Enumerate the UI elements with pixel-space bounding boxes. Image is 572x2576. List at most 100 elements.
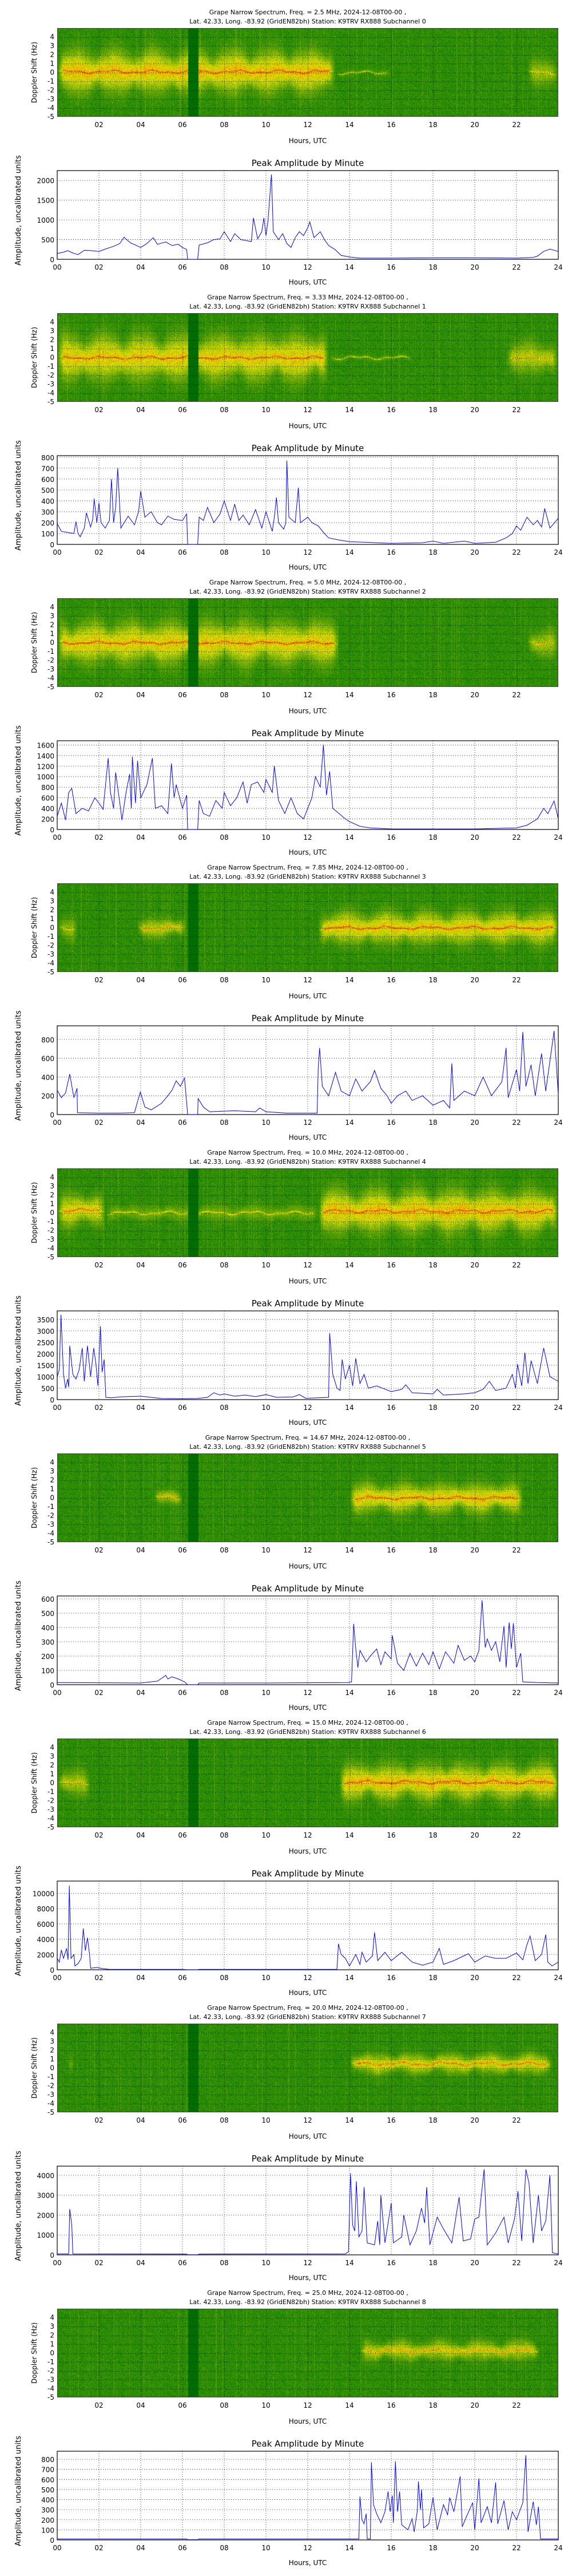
x-tick-label: 00 [53, 548, 61, 556]
y-tick-label: -1 [47, 1788, 54, 1796]
y-tick-label: 500 [41, 1610, 54, 1618]
amplitude-series-line [57, 1600, 559, 1685]
y-tick-label: -3 [47, 2091, 54, 2099]
y-tick-label: -4 [47, 1244, 54, 1253]
x-tick-label: 24 [554, 263, 562, 271]
spectrogram-title-line2: Lat. 42.33, Long. -83.92 (GridEN82bh) St… [189, 1728, 426, 1736]
y-tick-label: 3 [50, 2037, 54, 2045]
y-axis-label: Doppler Shift (Hz) [30, 612, 38, 673]
y-tick-label: -4 [47, 674, 54, 682]
x-tick-label: 16 [387, 976, 395, 984]
y-tick-label: -4 [47, 389, 54, 397]
y-tick-label: 0 [50, 1396, 54, 1404]
y-tick-label: -1 [47, 1218, 54, 1226]
x-tick-label: 02 [94, 833, 103, 841]
x-tick-label: 00 [53, 2259, 61, 2267]
panel-axes: Grape Narrow Spectrum, Freq. = 10.0 MHz,… [14, 1149, 563, 1427]
x-tick-label: 08 [220, 1831, 228, 1839]
x-tick-label: 02 [94, 691, 103, 699]
x-tick-label: 08 [220, 1546, 228, 1554]
x-axis-label: Hours, UTC [289, 422, 327, 430]
x-tick-label: 10 [261, 548, 270, 556]
x-tick-label: 02 [94, 2401, 103, 2409]
y-tick-label: 2 [50, 2332, 54, 2340]
x-tick-label: 12 [303, 1831, 312, 1839]
x-tick-label: 02 [94, 1831, 103, 1839]
y-tick-label: 1600 [37, 741, 54, 749]
x-tick-label: 08 [220, 1119, 228, 1127]
y-tick-label: 2000 [37, 177, 54, 185]
panel-axes: Grape Narrow Spectrum, Freq. = 14.67 MHz… [14, 1434, 563, 1712]
y-tick-label: 0 [50, 639, 54, 647]
spectrogram-title-line1: Grape Narrow Spectrum, Freq. = 5.0 MHz, … [209, 579, 407, 586]
amplitude-chart-title: Peak Amplitude by Minute [252, 1583, 364, 1594]
y-axis-label: Amplitude, uncalibrated units [14, 2151, 23, 2261]
y-tick-label: 2 [50, 1761, 54, 1769]
x-tick-label: 10 [261, 1689, 270, 1697]
x-tick-label: 12 [303, 548, 312, 556]
x-tick-label: 00 [53, 1689, 61, 1697]
spectrogram-title-line1: Grape Narrow Spectrum, Freq. = 7.85 MHz,… [207, 864, 408, 871]
x-tick-label: 18 [428, 121, 437, 129]
x-tick-label: 18 [428, 263, 437, 271]
x-tick-label: 20 [470, 406, 479, 414]
x-tick-label: 20 [470, 263, 479, 271]
x-tick-label: 20 [470, 691, 479, 699]
y-tick-label: -3 [47, 380, 54, 388]
panel-subchannel-2: Grape Narrow Spectrum, Freq. = 5.0 MHz, … [0, 570, 572, 856]
amplitude-chart-title: Peak Amplitude by Minute [252, 2439, 364, 2449]
y-tick-label: 4000 [37, 2172, 54, 2180]
y-tick-label: 0 [50, 1494, 54, 1502]
x-tick-label: 24 [554, 2259, 562, 2267]
spectrogram-title-line1: Grape Narrow Spectrum, Freq. = 20.0 MHz,… [207, 2004, 408, 2012]
spectrogram-title-line1: Grape Narrow Spectrum, Freq. = 2.5 MHz, … [209, 9, 407, 16]
x-tick-label: 20 [470, 1404, 479, 1412]
x-tick-label: 14 [345, 1689, 353, 1697]
y-tick-label: 3 [50, 897, 54, 905]
x-tick-label: 02 [94, 2259, 103, 2267]
x-tick-label: 16 [387, 1546, 395, 1554]
y-tick-label: 0 [50, 1966, 54, 1974]
y-tick-label: 2000 [37, 2211, 54, 2219]
x-tick-label: 12 [303, 1974, 312, 1982]
y-tick-label: 0 [50, 924, 54, 932]
y-tick-label: 100 [41, 2526, 54, 2534]
y-tick-label: -2 [47, 1797, 54, 1805]
y-tick-label: -5 [47, 2393, 54, 2401]
y-axis-label: Doppler Shift (Hz) [30, 1182, 38, 1243]
y-tick-label: -1 [47, 933, 54, 941]
spectrogram-title-line1: Grape Narrow Spectrum, Freq. = 25.0 MHz,… [207, 2289, 408, 2297]
x-tick-label: 00 [53, 833, 61, 841]
y-tick-label: -1 [47, 647, 54, 655]
y-tick-label: 3 [50, 612, 54, 620]
x-tick-label: 16 [387, 263, 395, 271]
x-tick-label: 18 [428, 1974, 437, 1982]
spectrogram-title-line2: Lat. 42.33, Long. -83.92 (GridEN82bh) St… [189, 1443, 426, 1451]
y-tick-label: 1000 [37, 773, 54, 781]
plot-area [57, 2451, 559, 2541]
amplitude-series-line [57, 1030, 559, 1115]
y-tick-label: 1 [50, 2340, 54, 2348]
plot-area [57, 2166, 559, 2255]
amplitude-series-line [57, 174, 559, 260]
x-tick-label: 10 [261, 1261, 270, 1269]
y-axis-label: Amplitude, uncalibrated units [14, 440, 23, 551]
x-tick-label: 22 [512, 2544, 521, 2552]
y-tick-label: -2 [47, 942, 54, 950]
x-tick-label: 22 [512, 2259, 521, 2267]
x-tick-label: 04 [136, 976, 145, 984]
y-tick-label: -4 [47, 1815, 54, 1823]
y-tick-label: 3 [50, 42, 54, 50]
x-tick-label: 00 [53, 1974, 61, 1982]
amplitude-chart-title: Peak Amplitude by Minute [252, 2154, 364, 2164]
x-axis-label: Hours, UTC [289, 2274, 327, 2282]
x-tick-label: 20 [470, 976, 479, 984]
x-tick-label: 08 [220, 2544, 228, 2552]
x-tick-label: 14 [345, 406, 353, 414]
x-tick-label: 00 [53, 2544, 61, 2552]
x-tick-label: 24 [554, 1404, 562, 1412]
x-tick-label: 04 [136, 833, 145, 841]
x-tick-label: 16 [387, 406, 395, 414]
x-tick-label: 14 [345, 1404, 353, 1412]
y-tick-label: 3 [50, 2322, 54, 2330]
